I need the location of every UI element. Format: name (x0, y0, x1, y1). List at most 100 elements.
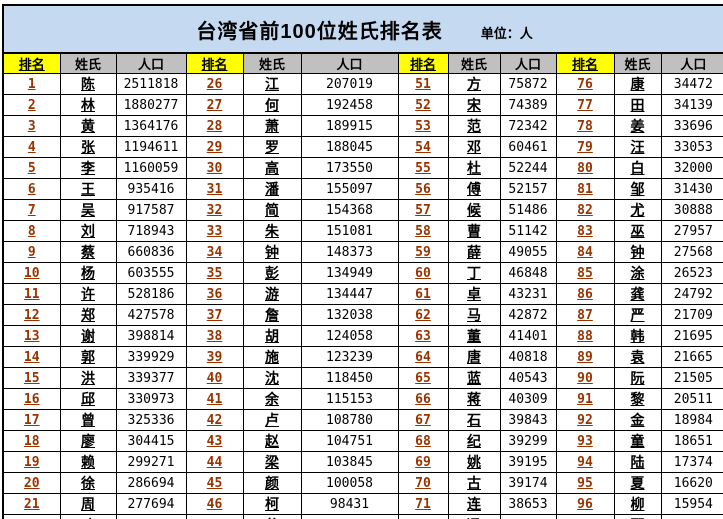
population-cell: 21709 (660, 304, 723, 326)
population-cell: 21695 (660, 325, 723, 347)
rank-cell: 78 (555, 115, 615, 137)
surname-cell: 林 (59, 94, 117, 116)
surname-cell: 刘 (59, 220, 117, 242)
table-row: 5 李 1160059 30 高 173550 55 杜 52244 80 白 32000 (2, 157, 723, 179)
population-cell: 75872 (499, 73, 557, 95)
population-cell: 104751 (300, 430, 399, 452)
surname-cell: 傅 (447, 178, 501, 200)
rank-cell: 70 (397, 472, 449, 494)
surname-cell: 姚 (447, 451, 501, 473)
table-row: 13 谢 398814 38 胡 124058 63 董 41401 88 韩 21695 (2, 325, 723, 347)
table-row: 18 廖 304415 43 赵 104751 68 纪 39299 93 童 18651 (2, 430, 723, 452)
surname-cell: 简 (242, 199, 302, 221)
population-cell: 89935 (300, 514, 399, 519)
population-cell: 51486 (499, 199, 557, 221)
surname-cell: 田 (613, 94, 662, 116)
surname-ranking-table: 台湾省前100位姓氏排名表 单位：人 排名 姓氏 人口 排名 姓氏 人口 排名 姓氏 人口 排名 姓氏… (1, 4, 723, 519)
population-cell: 277694 (115, 493, 187, 515)
surname-cell: 余 (242, 388, 302, 410)
rank-cell: 92 (555, 409, 615, 431)
rank-cell: 91 (555, 388, 615, 410)
rank-cell: 6 (2, 178, 61, 200)
surname-cell: 廖 (59, 430, 117, 452)
population-cell: 39195 (499, 451, 557, 473)
rank-cell: 64 (397, 346, 449, 368)
rank-cell: 62 (397, 304, 449, 326)
population-cell: 132038 (300, 304, 399, 326)
surname-cell: 童 (613, 430, 662, 452)
surname-cell: 尤 (613, 199, 662, 221)
rank-cell: 10 (2, 262, 61, 284)
population-cell: 917587 (115, 199, 187, 221)
surname-cell: 高 (242, 157, 302, 179)
population-cell: 72342 (499, 115, 557, 137)
surname-cell: 罗 (242, 136, 302, 158)
rank-cell: 2 (2, 94, 61, 116)
rank-header: 排名 (2, 52, 61, 74)
population-cell: 31430 (660, 178, 723, 200)
rank-cell: 47 (185, 514, 244, 519)
rank-cell: 37 (185, 304, 244, 326)
population-cell: 49055 (499, 241, 557, 263)
surname-cell: 候 (447, 199, 501, 221)
surname-header: 姓氏 (242, 52, 302, 74)
surname-cell: 邹 (613, 178, 662, 200)
rank-cell: 96 (555, 493, 615, 515)
surname-cell: 连 (447, 493, 501, 515)
population-cell: 52157 (499, 178, 557, 200)
table-row: 17 曾 325336 42 卢 108780 67 石 39843 92 金 18984 (2, 409, 723, 431)
surname-cell: 周 (59, 493, 117, 515)
population-cell: 154368 (300, 199, 399, 221)
rank-cell: 27 (185, 94, 244, 116)
rank-cell: 19 (2, 451, 61, 473)
surname-cell: 纪 (447, 430, 501, 452)
rank-cell: 12 (2, 304, 61, 326)
population-cell: 148373 (300, 241, 399, 263)
rank-cell: 33 (185, 220, 244, 242)
table-row: 7 吴 917587 32 简 154368 57 候 51486 82 尤 30888 (2, 199, 723, 221)
population-cell: 188045 (300, 136, 399, 158)
surname-cell: 王 (59, 178, 117, 200)
surname-cell: 洪 (59, 367, 117, 389)
population-cell: 41401 (499, 325, 557, 347)
rank-cell: 61 (397, 283, 449, 305)
surname-cell: 卓 (447, 283, 501, 305)
rank-cell: 87 (555, 304, 615, 326)
population-cell: 207019 (300, 73, 399, 95)
surname-cell: 卢 (242, 409, 302, 431)
population-cell: 40543 (499, 367, 557, 389)
rank-cell: 89 (555, 346, 615, 368)
surname-cell: 郭 (59, 346, 117, 368)
population-cell: 34472 (660, 73, 723, 95)
population-cell: 20511 (660, 388, 723, 410)
rank-cell: 28 (185, 115, 244, 137)
rank-cell: 39 (185, 346, 244, 368)
rank-cell: 22 (2, 514, 61, 519)
surname-cell: 蒋 (447, 388, 501, 410)
table-row: 14 郭 339929 39 施 123239 64 唐 40818 89 袁 21665 (2, 346, 723, 368)
population-cell: 1194611 (115, 136, 187, 158)
surname-cell: 杨 (59, 262, 117, 284)
population-header: 人口 (660, 52, 723, 74)
surname-cell: 黎 (613, 388, 662, 410)
surname-cell: 潘 (242, 178, 302, 200)
surname-cell: 姜 (613, 115, 662, 137)
surname-cell: 康 (613, 73, 662, 95)
surname-cell: 邱 (59, 388, 117, 410)
population-cell: 16620 (660, 472, 723, 494)
surname-cell: 詹 (242, 304, 302, 326)
surname-cell: 翁 (242, 514, 302, 519)
rank-cell: 40 (185, 367, 244, 389)
population-cell: 37015 (499, 514, 557, 519)
surname-cell: 邵 (613, 514, 662, 519)
rank-cell: 43 (185, 430, 244, 452)
surname-cell: 夏 (613, 472, 662, 494)
rank-cell: 77 (555, 94, 615, 116)
rank-cell: 85 (555, 262, 615, 284)
rank-cell: 16 (2, 388, 61, 410)
surname-cell: 邓 (447, 136, 501, 158)
surname-cell: 陆 (613, 451, 662, 473)
table-row: 11 许 528186 36 游 134447 61 卓 43231 86 龚 24792 (2, 283, 723, 305)
surname-cell: 陈 (59, 73, 117, 95)
